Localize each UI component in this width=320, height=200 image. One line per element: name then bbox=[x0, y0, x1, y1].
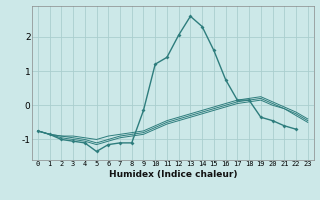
X-axis label: Humidex (Indice chaleur): Humidex (Indice chaleur) bbox=[108, 170, 237, 179]
